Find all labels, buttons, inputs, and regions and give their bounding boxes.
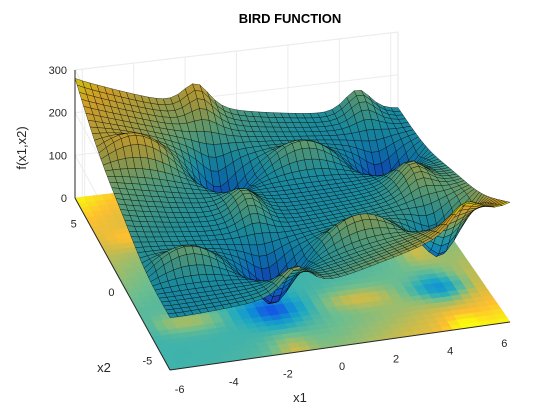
x-tick-label: 2 [393,353,399,365]
x-tick-label: -4 [229,376,239,388]
z-tick-label: 300 [49,65,67,77]
x-axis-label: x1 [293,390,307,405]
surface-mesh [74,78,511,318]
x-axis-line [169,321,511,371]
z-tick-label: 0 [61,193,67,205]
z-axis-label: f(x1,x2) [14,126,29,169]
y-tick-label: -5 [143,355,153,367]
x-tick-label: 0 [339,361,345,373]
x-tick-label: 6 [501,338,507,350]
y-axis-label: x2 [97,360,111,375]
axes-lines [74,70,511,371]
z-tick-label: 100 [49,150,67,162]
y-tick-label: 5 [71,219,77,231]
x-tick-label: -2 [283,369,293,381]
x-tick-label: -6 [175,384,185,396]
y-tick-label: 0 [108,287,114,299]
chart-title: BIRD FUNCTION [239,11,342,26]
x-tick-label: 4 [447,346,453,358]
surface-face [167,312,178,318]
y-axis-line [74,197,171,371]
z-tick-label: 200 [49,108,67,120]
